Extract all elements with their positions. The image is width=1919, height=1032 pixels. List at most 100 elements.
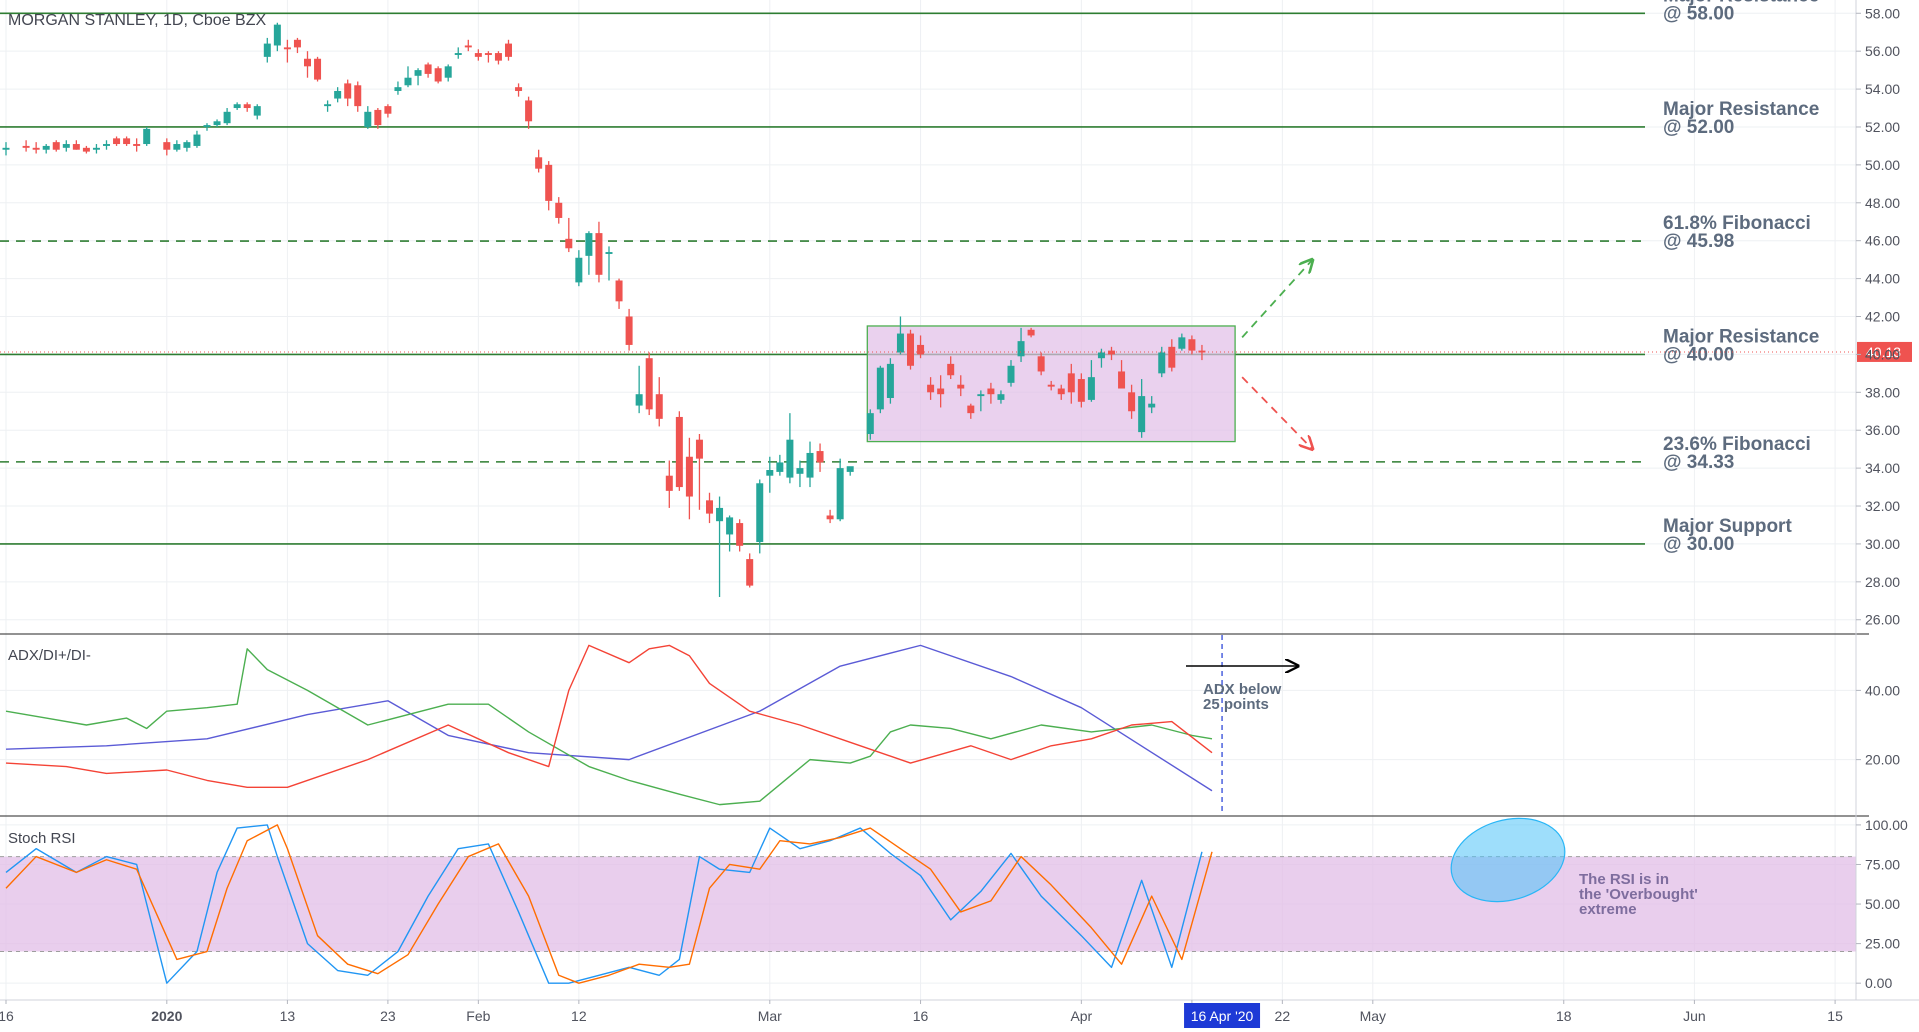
candle xyxy=(826,509,834,524)
x-tick-label: 15 xyxy=(1827,1008,1843,1024)
stoch-annotation[interactable]: The RSI is in the 'Overbought' extreme xyxy=(1579,871,1698,918)
candle xyxy=(695,434,703,510)
candle-body xyxy=(1087,377,1095,400)
candle-body xyxy=(1188,339,1196,351)
level-label[interactable]: Major Resistance@ 58.00 xyxy=(1663,0,1819,24)
candle xyxy=(876,365,884,414)
date-highlight-box[interactable] xyxy=(1184,1003,1261,1028)
candle-body xyxy=(746,559,754,586)
candle xyxy=(1057,384,1065,400)
candle-body xyxy=(103,144,110,146)
candle xyxy=(796,460,804,488)
candle-body xyxy=(1017,341,1025,357)
price-y-tick-label: 44.00 xyxy=(1865,271,1900,287)
candle-body xyxy=(283,47,291,50)
projection-arrow[interactable] xyxy=(1241,376,1312,449)
candle xyxy=(484,51,492,63)
candle xyxy=(22,140,30,152)
candle-body xyxy=(515,87,523,91)
level-label[interactable]: Major Support @ 30.00 xyxy=(1663,516,1792,555)
di-minus-line xyxy=(5,644,1213,789)
candle-body xyxy=(977,394,985,397)
candle-body xyxy=(695,439,703,459)
price-y-tick-label: 40.00 xyxy=(1865,346,1900,362)
candle xyxy=(1168,339,1176,372)
candle-body xyxy=(22,145,30,148)
candle-body xyxy=(706,500,713,514)
candle-body xyxy=(615,280,623,302)
candle xyxy=(62,140,70,152)
candle-body xyxy=(716,507,724,522)
candle xyxy=(243,102,251,112)
level-label[interactable]: Major Resistance @ 40.00 xyxy=(1663,326,1819,365)
candle-body xyxy=(997,394,1005,400)
price-y-tick-label: 38.00 xyxy=(1865,384,1900,400)
candle-body xyxy=(836,468,844,520)
candle-body xyxy=(434,68,442,82)
candle xyxy=(133,138,141,152)
adx-y-tick-label: 40.00 xyxy=(1865,682,1900,698)
candle xyxy=(414,68,422,86)
candle-body xyxy=(404,77,412,86)
candle-body xyxy=(685,456,693,497)
stoch-y-tick-label: 25.00 xyxy=(1865,936,1900,952)
candle xyxy=(1067,363,1075,404)
candle xyxy=(273,22,281,52)
candle xyxy=(444,64,452,82)
candle xyxy=(143,126,151,146)
candle-body xyxy=(1097,352,1105,359)
candle xyxy=(1017,327,1025,362)
symbol-title[interactable]: MORGAN STANLEY, 1D, Cboe BZX xyxy=(8,12,266,29)
candle xyxy=(917,335,925,359)
level-label[interactable]: 61.8% Fibonacci @ 45.98 xyxy=(1663,213,1811,252)
price-y-tick-label: 32.00 xyxy=(1865,498,1900,514)
candle xyxy=(1118,360,1126,389)
candle xyxy=(927,377,935,400)
candle xyxy=(987,382,995,404)
candle-body xyxy=(304,58,311,67)
candle xyxy=(32,142,40,154)
level-label[interactable]: 23.6% Fibonacci @ 34.33 xyxy=(1663,434,1811,473)
candle-body xyxy=(1047,384,1055,387)
last-price-tag xyxy=(1857,341,1912,362)
candle-body xyxy=(354,85,362,107)
stoch-pane-title[interactable]: Stoch RSI xyxy=(8,830,76,847)
candle-body xyxy=(364,111,372,127)
candle-body xyxy=(32,147,40,150)
candle-body xyxy=(414,70,422,76)
candle-body xyxy=(314,58,322,80)
candle-body xyxy=(293,39,301,48)
candle-body xyxy=(1027,329,1035,336)
candle-body xyxy=(766,470,774,476)
adx-annotation[interactable]: ADX below 25 points xyxy=(1203,681,1282,713)
candle-body xyxy=(907,333,914,366)
candle-body xyxy=(876,367,884,410)
candle xyxy=(997,390,1005,404)
candle-body xyxy=(917,344,925,355)
candle-body xyxy=(987,388,995,395)
adx-pane-title[interactable]: ADX/DI+/DI- xyxy=(8,647,91,664)
overbought-highlight[interactable] xyxy=(1441,806,1575,915)
projection-arrow[interactable] xyxy=(1241,260,1312,338)
x-tick-label: Feb xyxy=(466,1008,490,1024)
candle xyxy=(314,56,322,82)
candle-body xyxy=(394,87,402,91)
candle-body xyxy=(565,238,573,249)
candle xyxy=(947,356,955,380)
candle-body xyxy=(927,384,935,393)
candle-body xyxy=(866,413,874,435)
level-label[interactable]: Major Resistance @ 52.00 xyxy=(1663,99,1819,138)
candle xyxy=(615,278,623,309)
price-y-tick-label: 34.00 xyxy=(1865,460,1900,476)
price-y-tick-label: 26.00 xyxy=(1865,612,1900,628)
candle-body xyxy=(223,111,231,124)
candle-body xyxy=(605,252,613,254)
candle xyxy=(1178,333,1186,351)
candle-body xyxy=(575,257,583,283)
candle-body xyxy=(424,64,432,74)
candle xyxy=(454,47,462,59)
candle xyxy=(364,106,372,129)
price-y-tick-label: 50.00 xyxy=(1865,157,1900,173)
candle xyxy=(846,466,854,476)
